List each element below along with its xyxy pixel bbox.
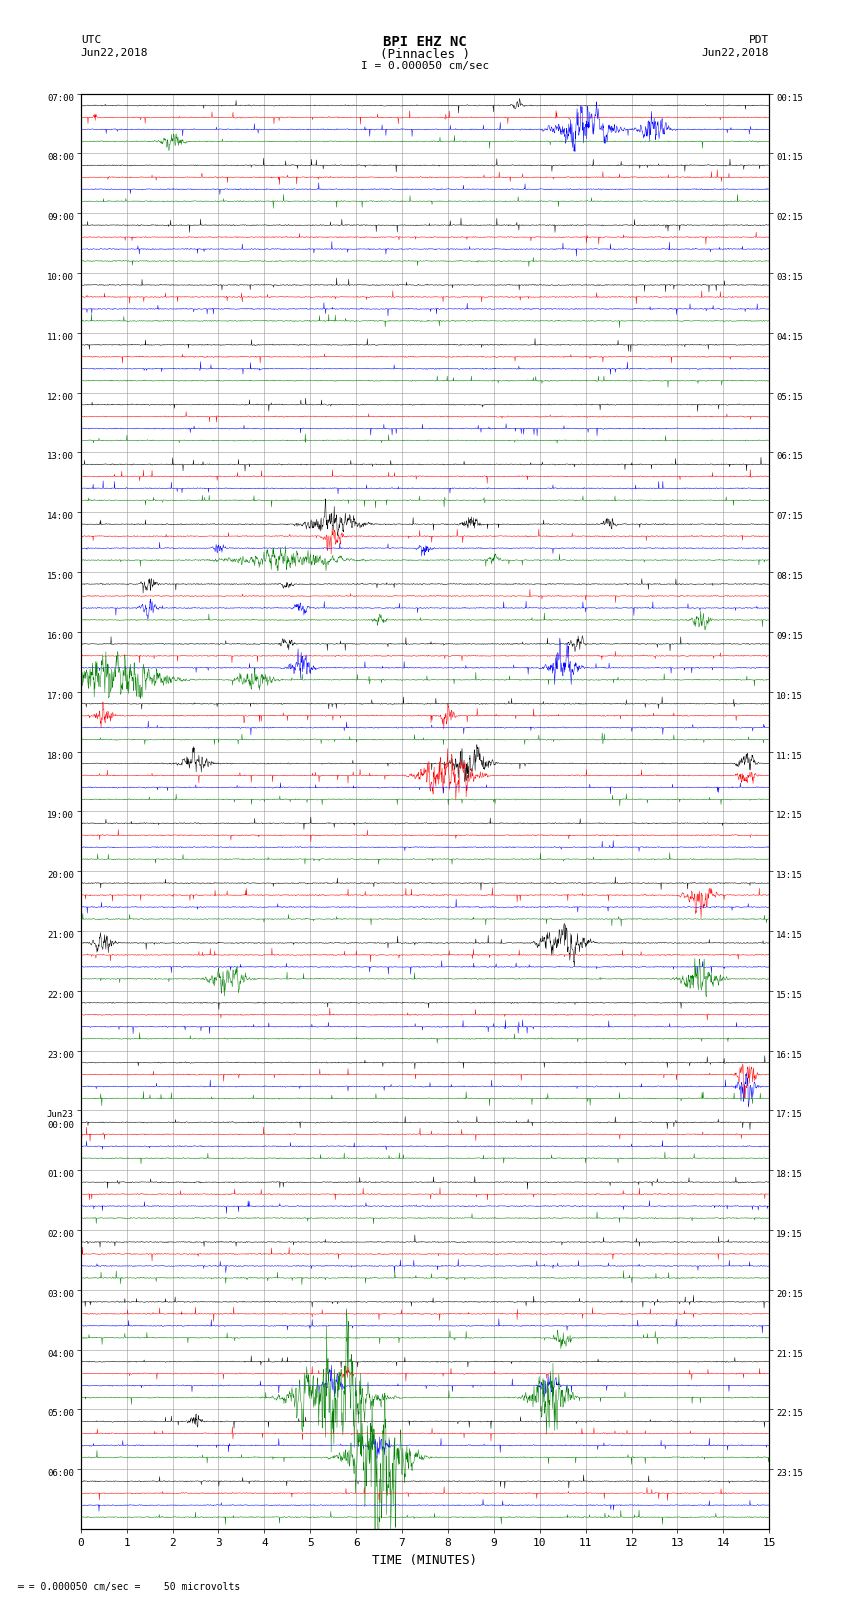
Text: PDT: PDT [749, 35, 769, 45]
Text: UTC: UTC [81, 35, 101, 45]
Text: BPI EHZ NC: BPI EHZ NC [383, 35, 467, 50]
Text: Jun22,2018: Jun22,2018 [702, 48, 769, 58]
Text: Jun22,2018: Jun22,2018 [81, 48, 148, 58]
X-axis label: TIME (MINUTES): TIME (MINUTES) [372, 1553, 478, 1566]
Text: (Pinnacles ): (Pinnacles ) [380, 48, 470, 61]
Text: ═ = 0.000050 cm/sec =    50 microvolts: ═ = 0.000050 cm/sec = 50 microvolts [17, 1582, 241, 1592]
Text: I = 0.000050 cm/sec: I = 0.000050 cm/sec [361, 61, 489, 71]
